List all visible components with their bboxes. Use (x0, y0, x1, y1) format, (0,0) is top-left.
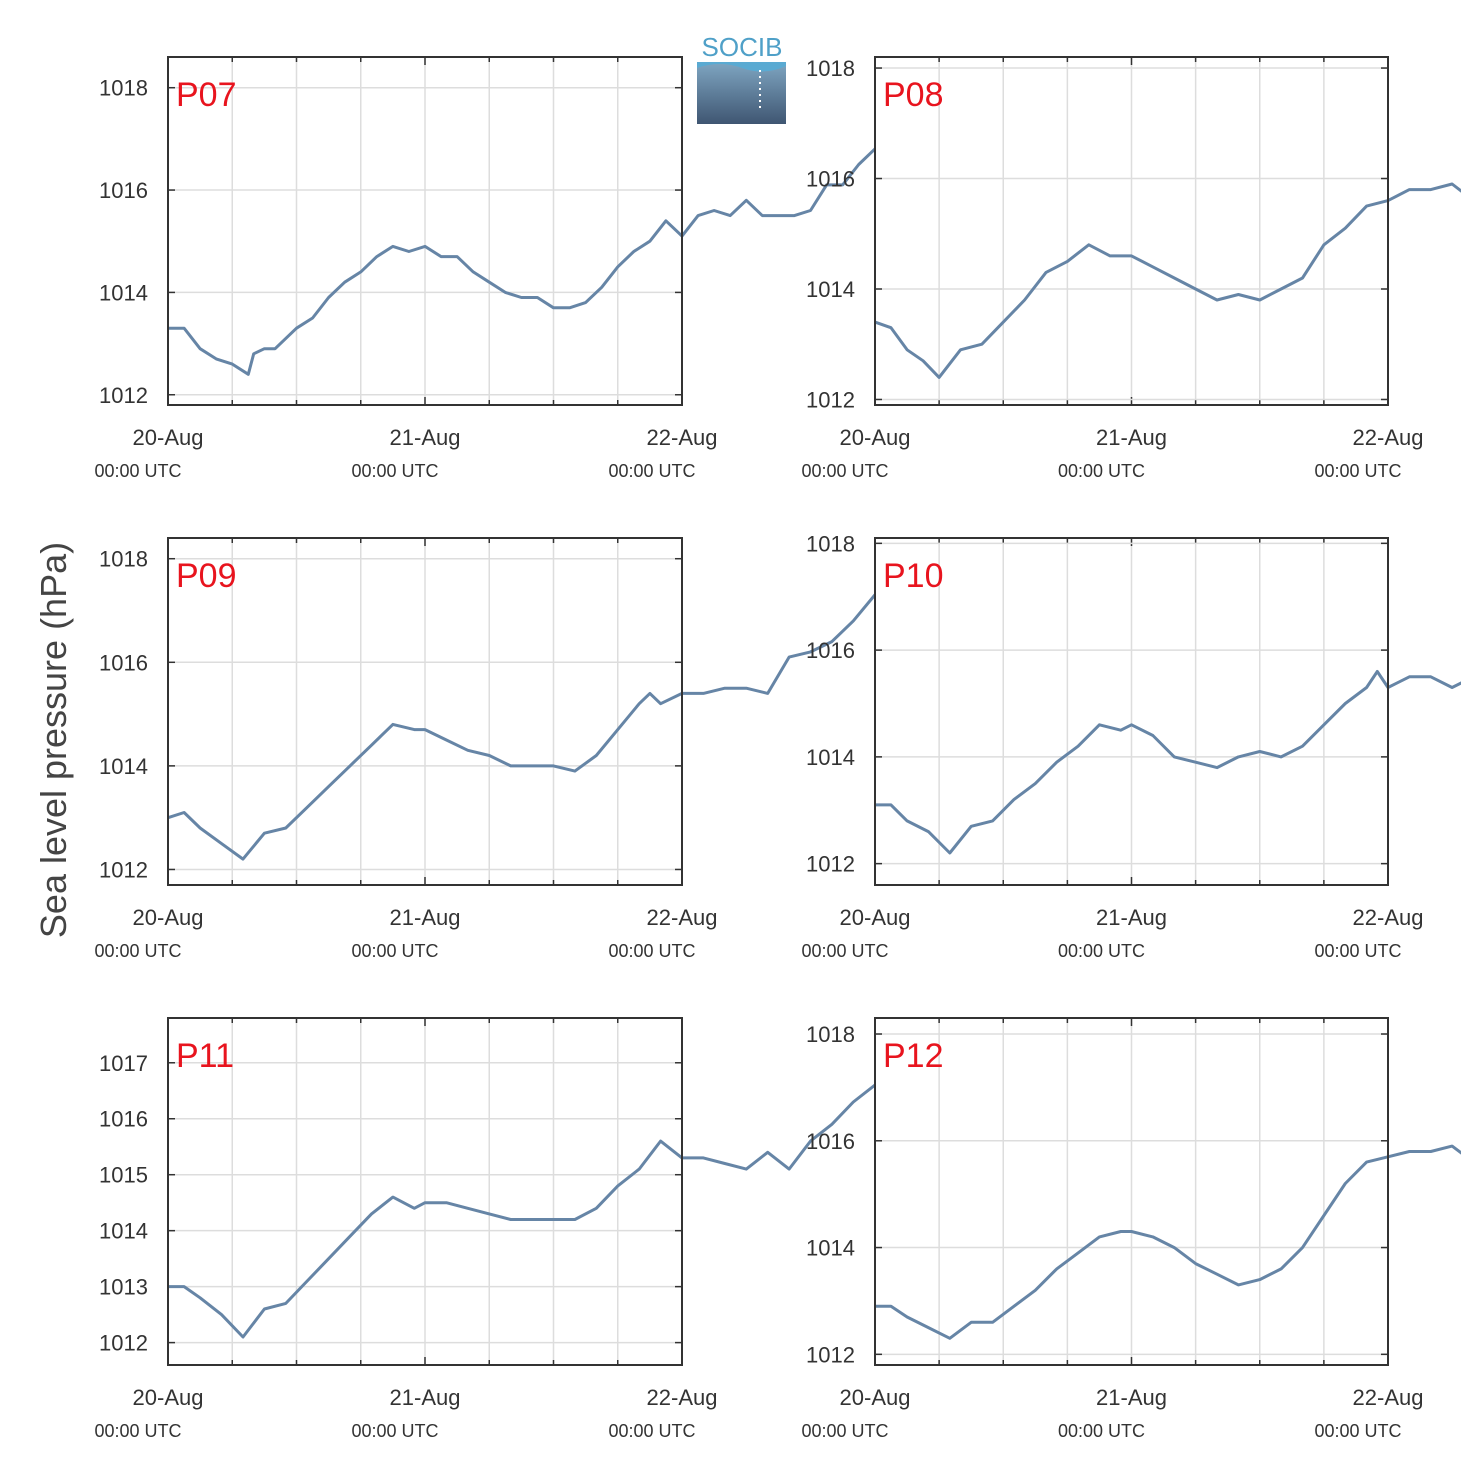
chart-panel-p11: 1012 1013 1014 1015 1016 1017 20-Aug 00:00 UTC 2… (94, 1017, 1251, 1441)
x-tick-label-time: 00:00 UTC (608, 941, 695, 961)
pressure-series-line (874, 182, 1461, 379)
x-tick-label-date: 22-Aug (647, 905, 718, 930)
x-tick-label-date: 20-Aug (133, 1385, 204, 1410)
pressure-series-line (875, 1144, 1461, 1340)
y-tick-label: 1018 (806, 56, 855, 81)
x-tick-label-time: 00:00 UTC (351, 461, 438, 481)
y-tick-label: 1018 (806, 531, 855, 556)
x-tick-label-time: 00:00 UTC (1058, 941, 1145, 961)
pressure-series-line (875, 670, 1461, 855)
y-tick-label: 1014 (99, 1219, 148, 1244)
y-tick-label: 1016 (99, 1107, 148, 1132)
x-tick-label-time: 00:00 UTC (801, 941, 888, 961)
y-tick-label: 1018 (99, 76, 148, 101)
y-tick-label: 1012 (806, 387, 855, 412)
chart-panel-p12: 1012 1014 1016 1018 20-Aug 00:00 UTC 21-Aug 00:… (801, 1017, 1461, 1441)
y-tick-label: 1014 (806, 1236, 855, 1261)
x-tick-label-date: 21-Aug (1096, 1385, 1167, 1410)
x-tick-label-date: 20-Aug (840, 1385, 911, 1410)
x-tick-label-time: 00:00 UTC (608, 461, 695, 481)
y-tick-label: 1016 (806, 638, 855, 663)
x-tick-label-date: 21-Aug (390, 905, 461, 930)
x-tick-label-date: 21-Aug (1096, 905, 1167, 930)
chart-panel-p08: 1012 1014 1016 1018 20-Aug 00:00 UTC 21-Aug 00:… (801, 56, 1461, 481)
y-tick-label: 1012 (806, 1342, 855, 1367)
plot-frame (874, 537, 1389, 886)
y-tick-label: 1014 (806, 277, 855, 302)
x-tick-label-date: 21-Aug (1096, 425, 1167, 450)
chart-panel-p07: 1012 1014 1016 1018 20-Aug 00:00 UTC 21-Aug 00:… (94, 56, 1246, 481)
x-tick-label-date: 22-Aug (1353, 905, 1424, 930)
x-tick-label-time: 00:00 UTC (801, 1421, 888, 1441)
y-tick-label: 1014 (99, 754, 148, 779)
x-tick-label-date: 21-Aug (390, 1385, 461, 1410)
x-tick-label-date: 20-Aug (133, 905, 204, 930)
x-tick-label-time: 00:00 UTC (351, 1421, 438, 1441)
x-tick-label-time: 00:00 UTC (1058, 1421, 1145, 1441)
x-tick-label-date: 20-Aug (133, 425, 204, 450)
x-tick-label-time: 00:00 UTC (1314, 1421, 1401, 1441)
plot-frame (167, 56, 683, 406)
x-tick-label-time: 00:00 UTC (351, 941, 438, 961)
panel-title: P07 (176, 76, 237, 114)
panel-title: P12 (883, 1037, 944, 1075)
x-tick-label-time: 00:00 UTC (1314, 461, 1401, 481)
x-tick-label-time: 00:00 UTC (94, 941, 181, 961)
plot-frame (874, 1017, 1389, 1366)
chart-panel-p10: 1012 1014 1016 1018 20-Aug 00:00 UTC 21-Aug 00:… (801, 531, 1461, 961)
y-tick-label: 1018 (806, 1022, 855, 1047)
plot-frame (167, 1017, 683, 1366)
panel-title: P09 (176, 557, 237, 595)
socib-logo-text: SOCIB (702, 32, 783, 62)
panel-title: P08 (883, 76, 944, 114)
y-tick-label: 1014 (99, 280, 148, 305)
y-axis-label: Sea level pressure (hPa) (33, 542, 74, 938)
chart-panel-p09: 1012 1014 1016 1018 20-Aug 00:00 UTC 21-Aug 00:… (94, 537, 1240, 961)
x-tick-label-date: 22-Aug (647, 1385, 718, 1410)
y-tick-label: 1012 (99, 857, 148, 882)
y-tick-label: 1014 (806, 745, 855, 770)
plot-frame (167, 537, 683, 886)
y-tick-label: 1012 (99, 1331, 148, 1356)
x-tick-label-time: 00:00 UTC (1058, 461, 1145, 481)
y-tick-label: 1016 (99, 178, 148, 203)
x-tick-label-time: 00:00 UTC (801, 461, 888, 481)
y-tick-label: 1013 (99, 1275, 148, 1300)
x-tick-label-date: 22-Aug (1353, 425, 1424, 450)
y-tick-label: 1016 (806, 167, 855, 192)
panel-title: P11 (176, 1037, 234, 1075)
socib-logo: SOCIB (697, 32, 786, 124)
y-tick-label: 1016 (806, 1129, 855, 1154)
x-tick-label-date: 21-Aug (390, 425, 461, 450)
x-tick-label-date: 22-Aug (1353, 1385, 1424, 1410)
y-tick-label: 1017 (99, 1051, 148, 1076)
y-tick-label: 1016 (99, 650, 148, 675)
x-tick-label-time: 00:00 UTC (1314, 941, 1401, 961)
panel-title: P10 (883, 557, 944, 595)
x-tick-label-date: 20-Aug (840, 425, 911, 450)
y-tick-label: 1015 (99, 1163, 148, 1188)
x-tick-label-time: 00:00 UTC (94, 461, 181, 481)
x-tick-label-date: 20-Aug (840, 905, 911, 930)
y-tick-label: 1018 (99, 547, 148, 572)
x-tick-label-date: 22-Aug (647, 425, 718, 450)
x-tick-label-time: 00:00 UTC (608, 1421, 695, 1441)
y-tick-label: 1012 (99, 383, 148, 408)
plot-frame (874, 56, 1389, 406)
y-tick-label: 1012 (806, 852, 855, 877)
x-tick-label-time: 00:00 UTC (94, 1421, 181, 1441)
